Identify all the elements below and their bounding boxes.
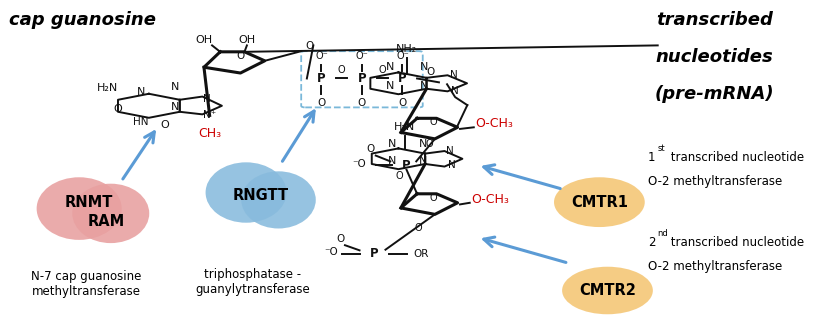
Text: st: st <box>658 144 665 153</box>
Text: O: O <box>414 223 423 233</box>
Text: OR: OR <box>413 249 428 259</box>
Text: N: N <box>451 86 459 96</box>
Text: 1: 1 <box>648 151 655 164</box>
Text: H₂N: H₂N <box>394 122 416 133</box>
Text: O: O <box>317 98 326 108</box>
Text: O-CH₃: O-CH₃ <box>471 193 509 206</box>
Text: transcribed: transcribed <box>656 11 773 29</box>
Text: O: O <box>427 67 435 77</box>
Text: N: N <box>418 156 427 166</box>
Text: O: O <box>366 145 374 154</box>
Text: N: N <box>448 160 456 170</box>
Text: N: N <box>386 81 394 91</box>
Text: CMTR2: CMTR2 <box>579 283 636 298</box>
Text: O: O <box>236 51 245 61</box>
Text: O-2 methyltransferase: O-2 methyltransferase <box>648 260 782 273</box>
Text: HN: HN <box>133 118 149 127</box>
Text: O: O <box>426 139 433 149</box>
Text: N: N <box>420 63 428 73</box>
Text: O-2 methyltransferase: O-2 methyltransferase <box>648 175 782 188</box>
Text: P: P <box>398 72 407 85</box>
Text: nd: nd <box>658 229 669 238</box>
Text: O: O <box>160 120 170 130</box>
Text: O: O <box>305 40 313 51</box>
Text: N⁺: N⁺ <box>203 110 216 121</box>
Text: (pre-mRNA): (pre-mRNA) <box>655 85 774 103</box>
Text: P: P <box>357 72 367 85</box>
Text: O: O <box>429 193 437 203</box>
Text: N: N <box>204 94 211 104</box>
Text: triphosphatase -
guanylytransferase: triphosphatase - guanylytransferase <box>195 268 310 296</box>
Text: N: N <box>386 63 394 73</box>
Text: NH₂: NH₂ <box>396 44 418 54</box>
Text: O: O <box>429 118 437 127</box>
Text: 2: 2 <box>648 236 655 249</box>
Text: O: O <box>378 64 386 75</box>
Text: O-CH₃: O-CH₃ <box>475 117 514 130</box>
Text: O⁻: O⁻ <box>356 51 368 61</box>
Text: N: N <box>387 139 396 149</box>
Ellipse shape <box>241 171 316 228</box>
Text: cap guanosine: cap guanosine <box>9 11 156 29</box>
Text: N: N <box>447 146 454 156</box>
Text: N-7 cap guanosine
methyltransferase: N-7 cap guanosine methyltransferase <box>31 270 142 298</box>
Text: O: O <box>358 98 366 108</box>
Text: N: N <box>170 102 179 112</box>
Text: CMTR1: CMTR1 <box>571 195 628 210</box>
Text: N: N <box>170 82 179 92</box>
Text: OH: OH <box>238 35 256 45</box>
Text: N: N <box>450 70 458 79</box>
Text: O⁻: O⁻ <box>315 51 328 61</box>
Text: P: P <box>402 159 411 172</box>
Text: RNMT: RNMT <box>64 195 113 210</box>
Text: P: P <box>317 72 326 85</box>
Text: nucleotides: nucleotides <box>655 48 773 66</box>
Ellipse shape <box>37 177 122 240</box>
Text: N: N <box>387 156 396 166</box>
Text: transcribed nucleotide: transcribed nucleotide <box>667 151 805 164</box>
Ellipse shape <box>73 184 149 243</box>
Text: O: O <box>114 104 123 114</box>
Text: O⁻: O⁻ <box>396 51 409 61</box>
Text: P: P <box>370 247 378 260</box>
Text: transcribed nucleotide: transcribed nucleotide <box>667 236 805 249</box>
Text: O: O <box>398 98 407 108</box>
Text: CH₃: CH₃ <box>198 127 221 140</box>
Text: O: O <box>396 171 403 181</box>
Ellipse shape <box>205 162 286 223</box>
Text: RNGTT: RNGTT <box>233 188 289 203</box>
Text: RAM: RAM <box>89 214 125 229</box>
Text: OH: OH <box>195 35 213 45</box>
Text: O: O <box>338 64 346 75</box>
Text: H₂N: H₂N <box>97 83 118 93</box>
Text: N: N <box>418 139 427 149</box>
Text: N: N <box>137 87 145 97</box>
Ellipse shape <box>554 177 645 227</box>
Text: ⁻O: ⁻O <box>352 159 366 169</box>
Text: O: O <box>336 234 344 244</box>
Text: ⁻O: ⁻O <box>324 247 337 257</box>
Ellipse shape <box>562 267 653 314</box>
Text: N: N <box>420 81 428 91</box>
